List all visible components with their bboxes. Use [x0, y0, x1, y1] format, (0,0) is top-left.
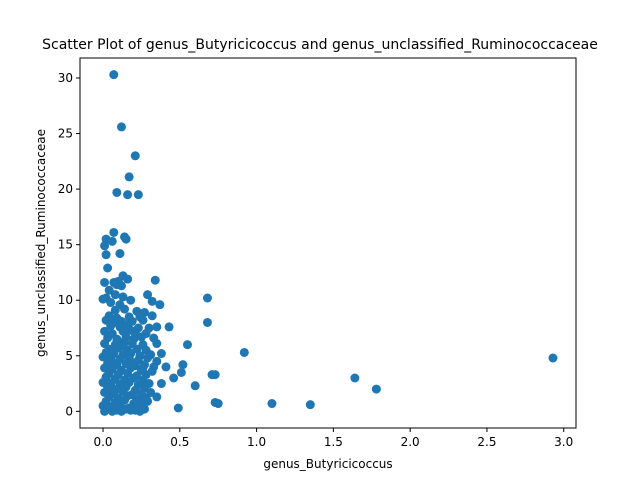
y-tick-label: 5 — [65, 349, 73, 363]
scatter-point — [109, 227, 119, 237]
scatter-point — [123, 190, 133, 200]
x-tick-label: 2.5 — [477, 435, 496, 449]
scatter-point — [126, 325, 136, 335]
scatter-point — [156, 349, 166, 359]
scatter-point — [106, 297, 116, 307]
scatter-point — [101, 250, 111, 260]
scatter-point — [104, 385, 114, 395]
plot-frame — [79, 57, 577, 429]
scatter-point — [100, 406, 110, 416]
y-tick-label: 15 — [58, 238, 73, 252]
scatter-point — [118, 292, 128, 302]
scatter-point — [121, 234, 131, 244]
scatter-point — [143, 396, 153, 406]
scatter-point — [267, 399, 277, 409]
scatter-point — [109, 70, 119, 80]
scatter-point — [101, 372, 111, 382]
scatter-point — [150, 275, 160, 285]
scatter-point — [350, 373, 360, 383]
y-tick-label: 25 — [58, 127, 73, 141]
scatter-point — [135, 406, 145, 416]
scatter-point — [161, 362, 171, 372]
scatter-point — [107, 357, 117, 367]
scatter-point — [182, 340, 192, 350]
scatter-point — [103, 263, 113, 273]
x-tick-label: 2.0 — [401, 435, 420, 449]
scatter-point — [152, 392, 162, 402]
scatter-point — [164, 322, 174, 332]
y-tick-label: 10 — [58, 293, 73, 307]
y-tick-label: 20 — [58, 182, 73, 196]
scatter-point — [305, 400, 315, 410]
x-tick-label: 0.0 — [93, 435, 112, 449]
scatter-point — [138, 363, 148, 373]
scatter-point — [116, 281, 126, 291]
scatter-point — [371, 384, 381, 394]
x-axis-label: genus_Butyricicoccus — [263, 457, 392, 471]
chart-title: Scatter Plot of genus_Butyricicoccus and… — [42, 37, 598, 53]
scatter-point — [133, 190, 143, 200]
y-axis-ticks: 0 5 10 15 20 25 30 — [58, 71, 80, 418]
scatter-point — [98, 352, 108, 362]
scatter-point — [202, 317, 212, 327]
scatter-point — [136, 332, 146, 342]
scatter-point — [147, 296, 157, 306]
scatter-point — [124, 172, 134, 182]
x-tick-label: 3.0 — [554, 435, 573, 449]
scatter-point — [202, 293, 212, 303]
scatter-point — [127, 357, 137, 367]
scatter-point — [169, 373, 179, 383]
scatter-point — [107, 406, 117, 416]
scatter-point — [120, 304, 130, 314]
scatter-point — [152, 339, 162, 349]
scatter-point — [190, 381, 200, 391]
x-tick-label: 1.5 — [324, 435, 343, 449]
y-tick-label: 0 — [65, 404, 73, 418]
scatter-point — [147, 311, 157, 321]
scatter-point — [152, 322, 162, 332]
scatter-point — [156, 379, 166, 389]
points-layer — [98, 70, 558, 416]
scatter-point — [239, 347, 249, 357]
scatter-point — [213, 399, 223, 409]
scatter-point — [123, 274, 133, 284]
x-tick-label: 0.5 — [170, 435, 189, 449]
scatter-point — [126, 295, 136, 305]
x-tick-label: 1.0 — [247, 435, 266, 449]
scatter-point — [112, 187, 122, 197]
scatter-point — [138, 315, 148, 325]
scatter-point — [120, 382, 130, 392]
scatter-point — [173, 403, 183, 413]
y-axis-label: genus_unclassified_Ruminococcaceae — [34, 129, 48, 357]
scatter-point — [106, 321, 116, 331]
scatter-point — [178, 360, 188, 370]
scatter-point — [110, 305, 120, 315]
scatter-point — [116, 406, 126, 416]
scatter-point — [116, 341, 126, 351]
scatter-point — [155, 300, 165, 310]
scatter-point — [548, 353, 558, 363]
y-tick-label: 30 — [58, 71, 73, 85]
scatter-point — [100, 241, 110, 251]
scatter-point — [110, 290, 120, 300]
scatter-point — [98, 294, 108, 304]
x-axis-ticks: 0.0 0.5 1.0 1.5 2.0 2.5 3.0 — [93, 428, 573, 449]
scatter-point — [115, 249, 125, 259]
scatter-point — [116, 122, 126, 132]
scatter-point — [130, 151, 140, 161]
scatter-point — [210, 370, 220, 380]
scatter-point — [126, 405, 136, 415]
scatter-point — [143, 290, 153, 300]
scatter-point — [100, 277, 110, 287]
scatter-point — [176, 367, 186, 377]
scatter-point — [107, 236, 117, 246]
